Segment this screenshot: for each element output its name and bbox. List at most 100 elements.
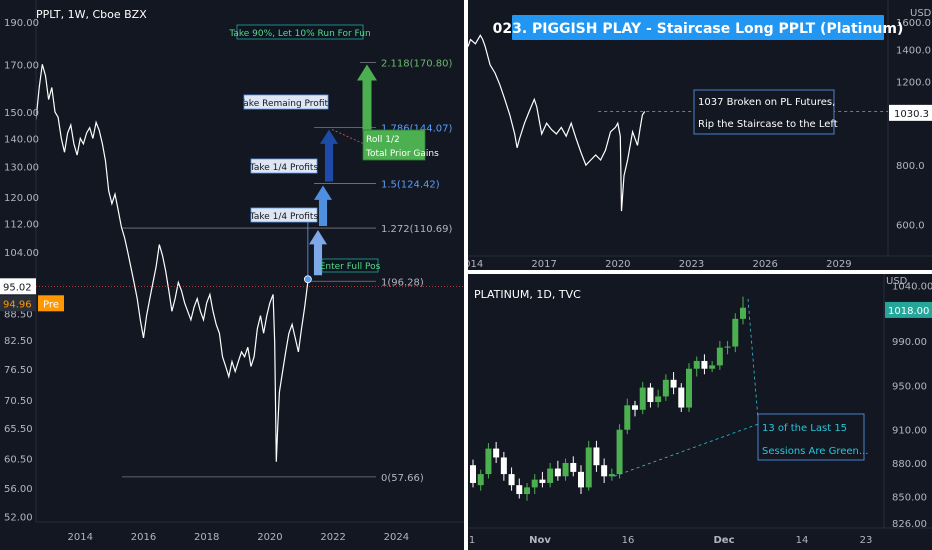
candle-body bbox=[678, 387, 685, 408]
platinum-daily-chart[interactable]: 826.00 850.00 880.00 910.00 950.00 990.00 1040… bbox=[468, 274, 932, 550]
futures-x-axis: 2014 2017 2020 2023 2026 2029 bbox=[468, 255, 932, 270]
weekly-y-tick-label: 190.00 bbox=[4, 18, 39, 29]
candle-body bbox=[493, 448, 500, 458]
futures-note-line1: 1037 Broken on PL Futures, bbox=[698, 97, 835, 108]
candle-body bbox=[693, 360, 700, 369]
daily-x-tick-label: Nov bbox=[529, 535, 551, 546]
daily-x-tick-label: 23 bbox=[860, 535, 873, 546]
daily-drop-dashed-line bbox=[747, 298, 759, 419]
fib-label: 2.118(170.80) bbox=[381, 59, 453, 70]
weekly-y-tick-label: 60.50 bbox=[4, 455, 33, 466]
futures-y-tick-label: 1200.0 bbox=[896, 77, 931, 88]
take-remaining-box bbox=[243, 94, 329, 110]
candle-body bbox=[562, 463, 569, 477]
arrow-enter-to-1272 bbox=[309, 230, 327, 276]
daily-y-tick-label: 910.00 bbox=[892, 426, 927, 437]
daily-chart-title: PLATINUM, 1D, TVC bbox=[474, 288, 581, 301]
weekly-y-tick-label: 130.00 bbox=[4, 163, 39, 174]
fib-label: 1.5(124.42) bbox=[381, 179, 440, 190]
daily-annotations: 13 of the Last 15 Sessions Are Green... bbox=[613, 298, 868, 477]
futures-x-tick-label: 2020 bbox=[605, 259, 630, 270]
daily-x-axis: 1 Nov 16 Dec 14 23 bbox=[468, 527, 932, 546]
futures-annotations: 1037 Broken on PL Futures, Rip the Stairc… bbox=[598, 89, 888, 135]
candle-body bbox=[655, 396, 662, 402]
candle-body bbox=[570, 463, 577, 472]
candle-body bbox=[539, 479, 546, 483]
roll-box bbox=[362, 129, 426, 161]
candle-body bbox=[732, 318, 739, 347]
candle-body bbox=[531, 479, 538, 488]
futures-background bbox=[468, 0, 932, 270]
futures-y-tick-label: 1600.0 bbox=[896, 18, 931, 29]
candle-body bbox=[524, 487, 530, 495]
fib-label: 1(96.28) bbox=[381, 277, 424, 288]
daily-x-tick-label: Dec bbox=[713, 535, 734, 546]
daily-unit-label: USD bbox=[886, 276, 908, 287]
take-quarter-b-label: Take 1/4 Profits bbox=[249, 212, 319, 222]
candle-body bbox=[485, 448, 492, 475]
futures-x-tick-label: 2026 bbox=[752, 259, 777, 270]
candle-body bbox=[662, 379, 669, 397]
roll-label-2: Total Prior Gains bbox=[365, 149, 439, 159]
futures-x-tick-label: 2014 bbox=[468, 259, 483, 270]
futures-y-tick-label: 600.0 bbox=[896, 220, 925, 231]
futures-price-line bbox=[468, 34, 646, 212]
daily-x-tick-label: 14 bbox=[796, 535, 809, 546]
daily-trend-dashed-line bbox=[613, 423, 759, 477]
futures-note-line2: Rip the Staircase to the Left bbox=[698, 119, 838, 130]
arrow-15-to-1786 bbox=[320, 129, 338, 182]
futures-x-tick-label: 2023 bbox=[679, 259, 704, 270]
weekly-x-tick-label: 2016 bbox=[131, 532, 156, 543]
take90-label: Take 90%, Let 10% Run For Fun bbox=[228, 29, 370, 39]
main-title: 023. PIGGISH PLAY - Staircase Long PPLT … bbox=[493, 21, 904, 37]
daily-note-box bbox=[757, 413, 865, 461]
weekly-current-price-label: 95.02 bbox=[3, 282, 32, 293]
futures-unit-label: USD bbox=[910, 8, 932, 19]
pplt-weekly-chart[interactable]: 2.118(170.80) 1.786(144.07) 1.5(124.42) 1.2… bbox=[0, 0, 464, 550]
futures-y-axis: 600.0 800.0 1200.0 1400.0 1600.0 1030.3 bbox=[887, 0, 932, 256]
take-quarter-a-label: Take 1/4 Profits bbox=[249, 163, 319, 173]
candle-body bbox=[709, 365, 716, 369]
weekly-y-tick-label: 52.00 bbox=[4, 512, 33, 523]
daily-y-tick-label: 950.00 bbox=[892, 381, 927, 392]
weekly-x-tick-label: 2014 bbox=[68, 532, 93, 543]
weekly-annotations: Take 90%, Let 10% Run For Fun Take Remain… bbox=[228, 24, 439, 273]
weekly-y-tick-label: 70.50 bbox=[4, 396, 33, 407]
weekly-y-tick-label: 65.50 bbox=[4, 424, 33, 435]
candle-body bbox=[477, 474, 484, 486]
candle-body bbox=[616, 429, 623, 475]
daily-y-tick-label: 850.00 bbox=[892, 492, 927, 503]
weekly-y-axis: 52.00 56.00 60.50 65.50 70.50 76.50 82.50 88.50… bbox=[0, 0, 464, 523]
enter-full-label: Enter Full Pos bbox=[320, 262, 381, 272]
daily-x-tick-label: 1 bbox=[469, 535, 475, 546]
weekly-y-tick-label: 150.00 bbox=[4, 108, 39, 119]
take-remaining-label: Take Remaing Profits bbox=[238, 99, 333, 109]
candle-body bbox=[686, 368, 692, 408]
weekly-x-axis: 2014 2016 2018 2020 2022 2024 bbox=[36, 521, 464, 543]
weekly-y-tick-label: 120.00 bbox=[4, 193, 39, 204]
weekly-y-tick-label: 140.00 bbox=[4, 134, 39, 145]
daily-current-price-tag bbox=[885, 301, 932, 318]
weekly-x-tick-label: 2024 bbox=[384, 532, 409, 543]
candle-body bbox=[516, 485, 523, 495]
candle-body bbox=[647, 387, 654, 402]
daily-x-tick-label: 16 bbox=[622, 535, 635, 546]
weekly-pre-tag: Pre bbox=[43, 299, 59, 310]
candle-body bbox=[547, 468, 554, 483]
weekly-y-tick-label: 112.00 bbox=[4, 220, 39, 231]
weekly-pre-price-label: 94.96 bbox=[3, 299, 32, 310]
futures-y-tick-label: 800.0 bbox=[896, 161, 925, 172]
take90-box bbox=[236, 24, 364, 40]
candle-body bbox=[508, 474, 515, 486]
daily-y-tick-label: 880.00 bbox=[892, 459, 927, 470]
weekly-pre-tag-bg bbox=[38, 295, 64, 312]
weekly-y-tick-label: 56.00 bbox=[4, 484, 33, 495]
take-quarter-b-box bbox=[250, 207, 318, 223]
candle-body bbox=[601, 465, 608, 477]
candle-body bbox=[500, 457, 507, 475]
weekly-y-tick-label: 104.00 bbox=[4, 248, 39, 259]
weekly-chart-title: PPLT, 1W, Cboe BZX bbox=[36, 8, 147, 21]
arrow-to-2118 bbox=[357, 64, 377, 133]
